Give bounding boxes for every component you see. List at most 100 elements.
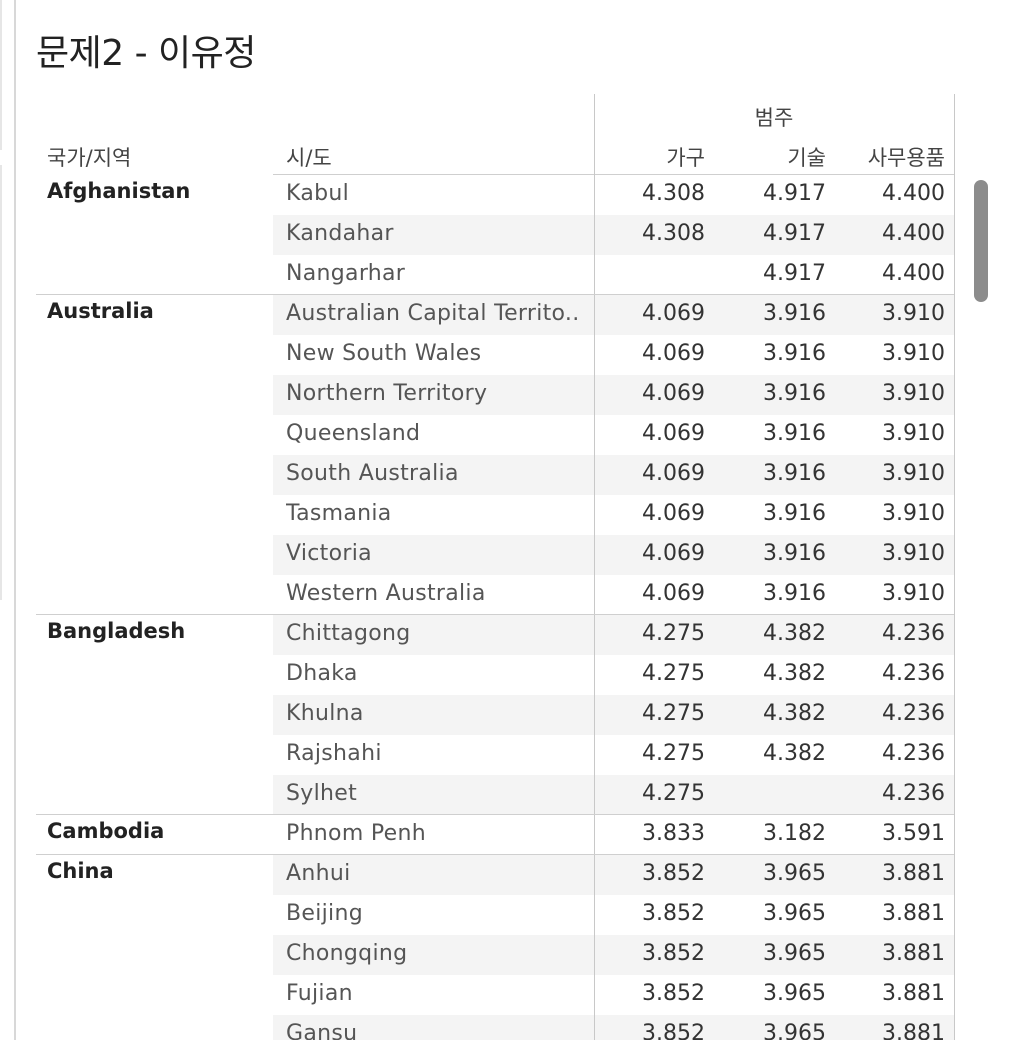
state-cell[interactable]: Kandahar <box>286 221 394 246</box>
country-header[interactable]: Bangladesh <box>47 619 186 643</box>
value-cell[interactable]: 4.236 <box>882 781 945 806</box>
state-cell[interactable]: Victoria <box>286 541 372 566</box>
value-cell[interactable]: 3.916 <box>763 581 826 606</box>
value-cell[interactable]: 4.275 <box>642 661 705 686</box>
value-cell[interactable]: 3.916 <box>763 501 826 526</box>
value-cell[interactable]: 4.275 <box>642 741 705 766</box>
value-cell[interactable]: 3.910 <box>882 421 945 446</box>
table-row[interactable]: Australian Capital Territo.. 4.069 3.916 3.… <box>0 295 1030 335</box>
table-row[interactable]: Anhui 3.852 3.965 3.881 <box>0 855 1030 895</box>
state-cell[interactable]: Anhui <box>286 861 351 886</box>
value-cell[interactable]: 3.881 <box>882 861 945 886</box>
table-row[interactable]: Fujian 3.852 3.965 3.881 <box>0 975 1030 1015</box>
table-row[interactable]: Kandahar 4.308 4.917 4.400 <box>0 215 1030 255</box>
table-row[interactable]: Chongqing 3.852 3.965 3.881 <box>0 935 1030 975</box>
value-cell[interactable]: 4.400 <box>882 181 945 206</box>
value-cell[interactable]: 4.069 <box>642 461 705 486</box>
state-cell[interactable]: South Australia <box>286 461 459 486</box>
state-cell[interactable]: Northern Territory <box>286 381 488 406</box>
value-cell[interactable]: 4.069 <box>642 421 705 446</box>
value-cell[interactable]: 4.069 <box>642 541 705 566</box>
value-cell[interactable]: 4.400 <box>882 221 945 246</box>
value-cell[interactable]: 4.236 <box>882 621 945 646</box>
value-cell[interactable]: 4.236 <box>882 661 945 686</box>
table-row[interactable]: Beijing 3.852 3.965 3.881 <box>0 895 1030 935</box>
value-cell[interactable]: 3.916 <box>763 541 826 566</box>
state-cell[interactable]: Kabul <box>286 181 350 206</box>
state-cell[interactable]: Gansu <box>286 1021 358 1040</box>
value-cell[interactable]: 3.881 <box>882 901 945 926</box>
table-row[interactable]: Chittagong 4.275 4.382 4.236 <box>0 615 1030 655</box>
table-row[interactable]: Dhaka 4.275 4.382 4.236 <box>0 655 1030 695</box>
table-row[interactable]: Rajshahi 4.275 4.382 4.236 <box>0 735 1030 775</box>
table-row[interactable]: New South Wales 4.069 3.916 3.910 <box>0 335 1030 375</box>
value-cell[interactable]: 3.910 <box>882 381 945 406</box>
value-cell[interactable]: 3.916 <box>763 381 826 406</box>
table-row[interactable]: Kabul 4.308 4.917 4.400 <box>0 175 1030 215</box>
value-cell[interactable]: 4.917 <box>763 181 826 206</box>
value-cell[interactable]: 3.910 <box>882 301 945 326</box>
value-cell[interactable]: 4.917 <box>763 221 826 246</box>
value-cell[interactable]: 4.275 <box>642 781 705 806</box>
value-cell[interactable]: 4.236 <box>882 741 945 766</box>
table-row[interactable]: Queensland 4.069 3.916 3.910 <box>0 415 1030 455</box>
state-cell[interactable]: Australian Capital Territo.. <box>286 301 580 326</box>
state-cell[interactable]: Khulna <box>286 701 364 726</box>
value-cell[interactable]: 4.069 <box>642 301 705 326</box>
value-cell[interactable]: 3.852 <box>642 1021 705 1040</box>
value-cell[interactable]: 3.182 <box>763 821 826 846</box>
state-cell[interactable]: Tasmania <box>286 501 392 526</box>
value-cell[interactable]: 4.382 <box>763 621 826 646</box>
value-cell[interactable]: 4.275 <box>642 701 705 726</box>
table-row[interactable]: Western Australia 4.069 3.916 3.910 <box>0 575 1030 615</box>
state-cell[interactable]: Rajshahi <box>286 741 382 766</box>
value-cell[interactable]: 3.910 <box>882 461 945 486</box>
country-header[interactable]: Afghanistan <box>47 179 191 203</box>
value-cell[interactable]: 3.916 <box>763 301 826 326</box>
value-cell[interactable]: 3.881 <box>882 941 945 966</box>
value-cell[interactable]: 4.275 <box>642 621 705 646</box>
value-cell[interactable]: 3.852 <box>642 861 705 886</box>
value-cell[interactable]: 4.069 <box>642 501 705 526</box>
state-cell[interactable]: Western Australia <box>286 581 486 606</box>
value-cell[interactable]: 4.382 <box>763 661 826 686</box>
table-row[interactable]: Nangarhar 4.917 4.400 <box>0 255 1030 295</box>
table-row[interactable]: Khulna 4.275 4.382 4.236 <box>0 695 1030 735</box>
country-header[interactable]: Cambodia <box>47 819 165 843</box>
state-cell[interactable]: Nangarhar <box>286 261 406 286</box>
value-cell[interactable]: 3.916 <box>763 341 826 366</box>
value-cell[interactable]: 4.069 <box>642 341 705 366</box>
value-cell[interactable]: 3.965 <box>763 901 826 926</box>
value-cell[interactable]: 3.852 <box>642 901 705 926</box>
value-cell[interactable]: 3.916 <box>763 461 826 486</box>
header-furniture[interactable]: 가구 <box>666 146 705 170</box>
table-row[interactable]: South Australia 4.069 3.916 3.910 <box>0 455 1030 495</box>
table-row[interactable]: Phnom Penh 3.833 3.182 3.591 <box>0 815 1030 855</box>
table-row[interactable]: Gansu 3.852 3.965 3.881 <box>0 1015 1030 1040</box>
value-cell[interactable]: 3.852 <box>642 981 705 1006</box>
value-cell[interactable]: 4.400 <box>882 261 945 286</box>
state-cell[interactable]: Chittagong <box>286 621 411 646</box>
state-cell[interactable]: Phnom Penh <box>286 821 426 846</box>
value-cell[interactable]: 3.965 <box>763 941 826 966</box>
value-cell[interactable]: 4.308 <box>642 181 705 206</box>
value-cell[interactable]: 4.069 <box>642 381 705 406</box>
state-cell[interactable]: New South Wales <box>286 341 482 366</box>
value-cell[interactable]: 3.852 <box>642 941 705 966</box>
value-cell[interactable]: 4.917 <box>763 261 826 286</box>
value-cell[interactable]: 4.382 <box>763 701 826 726</box>
state-cell[interactable]: Fujian <box>286 981 353 1006</box>
value-cell[interactable]: 3.910 <box>882 501 945 526</box>
value-cell[interactable]: 3.965 <box>763 1021 826 1040</box>
value-cell[interactable]: 3.591 <box>882 821 945 846</box>
header-office-supplies[interactable]: 사무용품 <box>867 146 945 170</box>
header-state[interactable]: 시/도 <box>286 146 332 170</box>
table-row[interactable]: Northern Territory 4.069 3.916 3.910 <box>0 375 1030 415</box>
table-row[interactable]: Sylhet 4.275 4.236 <box>0 775 1030 815</box>
country-header[interactable]: China <box>47 859 114 883</box>
header-category-group[interactable]: 범주 <box>754 106 794 130</box>
vertical-scrollbar[interactable] <box>968 175 992 1040</box>
value-cell[interactable]: 4.308 <box>642 221 705 246</box>
table-row[interactable]: Tasmania 4.069 3.916 3.910 <box>0 495 1030 535</box>
value-cell[interactable]: 4.236 <box>882 701 945 726</box>
